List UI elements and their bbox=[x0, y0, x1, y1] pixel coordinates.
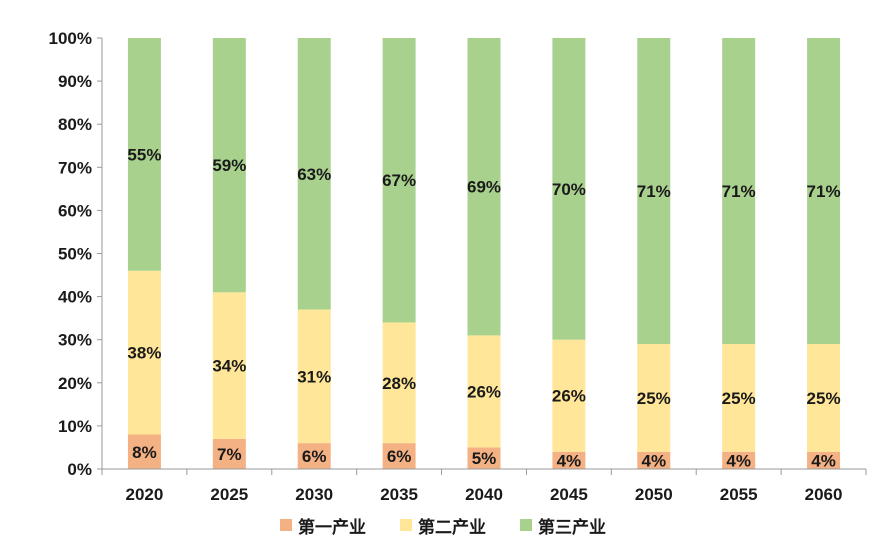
legend-label: 第一产业 bbox=[298, 517, 366, 538]
legend-swatch bbox=[520, 519, 532, 531]
legend-item: 第二产业 bbox=[400, 513, 486, 538]
legend: 第一产业 第二产业 第三产业 bbox=[0, 510, 886, 540]
bar-segment-3-2045 bbox=[552, 38, 586, 340]
data-labels-layer: 8% 38% 55% 7% 34% 59% 6% 31% 63% 6% 28% 67% 5% 26% 69%… bbox=[127, 145, 840, 470]
data-label: 26% bbox=[467, 382, 501, 401]
data-label: 25% bbox=[637, 389, 671, 408]
bar-segment-2-2020 bbox=[127, 270, 161, 435]
bar-segment-2-2060 bbox=[807, 344, 841, 452]
legend-item: 第三产业 bbox=[520, 513, 606, 538]
data-label: 5% bbox=[472, 449, 497, 468]
data-label: 67% bbox=[382, 171, 416, 190]
data-label: 71% bbox=[722, 182, 756, 201]
legend-label: 第二产业 bbox=[418, 517, 486, 538]
legend-item: 第一产业 bbox=[280, 513, 366, 538]
bar-segment-1-2020 bbox=[127, 434, 161, 469]
data-label: 4% bbox=[557, 451, 582, 470]
data-label: 63% bbox=[297, 165, 331, 184]
data-label: 31% bbox=[297, 367, 331, 386]
data-label: 71% bbox=[807, 182, 841, 201]
x-axis: 2020 2025 2030 2035 2040 2045 2050 2055 2060 bbox=[101, 468, 867, 504]
bar-segment-3-2050 bbox=[637, 38, 671, 345]
y-tick-label: 40% bbox=[58, 288, 92, 307]
data-label: 4% bbox=[726, 451, 751, 470]
bar-segment-1-2045 bbox=[552, 451, 586, 469]
y-tick-label: 100% bbox=[49, 29, 92, 48]
data-label: 55% bbox=[127, 145, 161, 164]
bar-segment-2-2030 bbox=[297, 309, 331, 444]
y-axis: 0% 10% 20% 30% 40% 50% 60% 70% 80% 90% 100% bbox=[49, 29, 103, 479]
data-label: 6% bbox=[387, 447, 412, 466]
y-tick-label: 70% bbox=[58, 158, 92, 177]
y-tick-label: 10% bbox=[58, 417, 92, 436]
bar-segment-1-2025 bbox=[212, 438, 246, 469]
bar-segment-3-2060 bbox=[807, 38, 841, 345]
bar-segment-2-2045 bbox=[552, 339, 586, 452]
data-label: 69% bbox=[467, 178, 501, 197]
x-tick-label: 2060 bbox=[805, 485, 843, 504]
data-label: 26% bbox=[552, 387, 586, 406]
bar-segment-1-2050 bbox=[637, 451, 671, 469]
data-label: 6% bbox=[302, 447, 327, 466]
bar-segment-3-2030 bbox=[297, 38, 331, 310]
data-label: 38% bbox=[127, 344, 161, 363]
x-tick-label: 2020 bbox=[126, 485, 164, 504]
bar-segment-1-2055 bbox=[722, 451, 756, 469]
x-tick-label: 2025 bbox=[210, 485, 248, 504]
legend-swatch bbox=[280, 519, 292, 531]
data-label: 25% bbox=[807, 389, 841, 408]
data-label: 8% bbox=[132, 443, 157, 462]
bar-segment-2-2050 bbox=[637, 344, 671, 452]
data-label: 4% bbox=[641, 451, 666, 470]
legend-swatch bbox=[400, 519, 412, 531]
bar-segment-2-2025 bbox=[212, 292, 246, 439]
bar-segment-3-2020 bbox=[127, 38, 161, 271]
bar-segment-3-2040 bbox=[467, 38, 501, 336]
x-tick-label: 2045 bbox=[550, 485, 588, 504]
bar-segment-3-2055 bbox=[722, 38, 756, 345]
y-tick-label: 80% bbox=[58, 115, 92, 134]
x-tick-label: 2050 bbox=[635, 485, 673, 504]
y-tick-label: 20% bbox=[58, 374, 92, 393]
y-tick-label: 60% bbox=[58, 201, 92, 220]
bar-segment-1-2040 bbox=[467, 447, 501, 469]
bar-segment-2-2055 bbox=[722, 344, 756, 452]
x-tick-label: 2055 bbox=[720, 485, 758, 504]
bar-segment-3-2025 bbox=[212, 38, 246, 293]
data-label: 70% bbox=[552, 180, 586, 199]
bar-segment-3-2035 bbox=[382, 38, 416, 323]
bar-segment-2-2040 bbox=[467, 335, 501, 448]
y-tick-label: 30% bbox=[58, 331, 92, 350]
y-tick-label: 90% bbox=[58, 72, 92, 91]
data-label: 25% bbox=[722, 389, 756, 408]
y-tick-label: 50% bbox=[58, 245, 92, 264]
data-label: 28% bbox=[382, 374, 416, 393]
data-label: 4% bbox=[811, 451, 836, 470]
data-label: 71% bbox=[637, 182, 671, 201]
data-label: 7% bbox=[217, 445, 242, 464]
bar-segment-2-2035 bbox=[382, 322, 416, 444]
y-tick-label: 0% bbox=[67, 460, 92, 479]
legend-label: 第三产业 bbox=[538, 517, 606, 538]
x-tick-label: 2035 bbox=[380, 485, 418, 504]
bar-segment-1-2030 bbox=[297, 443, 331, 469]
bars-layer bbox=[127, 38, 841, 469]
x-tick-label: 2040 bbox=[465, 485, 503, 504]
data-label: 34% bbox=[212, 357, 246, 376]
x-tick-label: 2030 bbox=[295, 485, 333, 504]
bar-segment-1-2035 bbox=[382, 443, 416, 469]
bar-segment-1-2060 bbox=[807, 451, 841, 469]
data-label: 59% bbox=[212, 156, 246, 175]
